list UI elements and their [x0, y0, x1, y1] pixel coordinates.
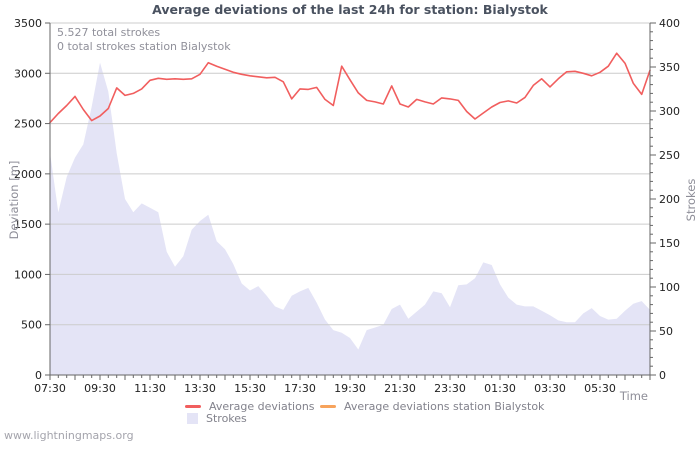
chart-title: Average deviations of the last 24h for s… [152, 2, 548, 17]
right-tick-label: 400 [659, 17, 680, 30]
left-axis-ticks: 0 500 1000 1500 2000 2500 3000 3500 [14, 17, 50, 382]
right-tick-label: 350 [659, 61, 680, 74]
y-axis-title-left: Deviation [m] [7, 160, 21, 240]
x-tick-label: 11:30 [134, 382, 166, 395]
left-tick-label: 3000 [14, 67, 42, 80]
gridlines [50, 22, 650, 326]
x-tick-label: 21:30 [384, 382, 416, 395]
left-tick-label: 0 [35, 369, 42, 382]
strokes-swatch [187, 413, 198, 424]
annotations: 5.527 total strokes 0 total strokes stat… [57, 26, 231, 54]
average-deviations-station-swatch [320, 405, 336, 408]
watermark-link: www.lightningmaps.org [4, 429, 134, 442]
total-strokes-annotation: 5.527 total strokes [57, 26, 161, 39]
left-tick-label: 2000 [14, 168, 42, 181]
left-tick-label: 1000 [14, 268, 42, 281]
x-tick-label: 13:30 [184, 382, 216, 395]
right-tick-label: 100 [659, 281, 680, 294]
right-tick-label: 0 [659, 369, 666, 382]
right-tick-label: 250 [659, 149, 680, 162]
x-axis-ticks: 07:30 09:30 11:30 13:30 15:30 17:30 19:30 21:30… [34, 375, 651, 395]
x-tick-label: 01:30 [484, 382, 516, 395]
legend-label: Average deviations [209, 400, 315, 413]
legend-item-average-deviations: Average deviations [185, 400, 315, 413]
x-tick-label: 19:30 [334, 382, 366, 395]
right-tick-label: 200 [659, 193, 680, 206]
x-tick-label: 09:30 [84, 382, 116, 395]
x-tick-label: 03:30 [534, 382, 566, 395]
right-tick-label: 50 [659, 325, 673, 338]
y-axis-title-right: Strokes [684, 178, 698, 222]
x-tick-label: 23:30 [434, 382, 466, 395]
right-axis-ticks: 0 50 100 150 200 250 300 350 400 [650, 17, 680, 382]
left-tick-label: 1500 [14, 218, 42, 231]
right-tick-label: 300 [659, 105, 680, 118]
average-deviations-line [49, 52, 651, 124]
strokes-area [50, 62, 650, 375]
x-axis-title: Time [619, 389, 648, 403]
right-tick-label: 150 [659, 237, 680, 250]
x-tick-label: 07:30 [34, 382, 66, 395]
left-tick-label: 500 [21, 319, 42, 332]
x-tick-label: 05:30 [584, 382, 616, 395]
station-strokes-annotation: 0 total strokes station Bialystok [57, 40, 231, 53]
left-tick-label: 3500 [14, 17, 42, 30]
legend-item-average-deviations-station: Average deviations station Bialystok [320, 400, 544, 413]
legend-label: Strokes [206, 412, 247, 425]
x-tick-label: 17:30 [284, 382, 316, 395]
legend-item-strokes: Strokes [187, 412, 247, 425]
average-deviations-swatch [185, 405, 201, 408]
left-tick-label: 2500 [14, 118, 42, 131]
legend-label: Average deviations station Bialystok [344, 400, 545, 413]
x-tick-label: 15:30 [234, 382, 266, 395]
